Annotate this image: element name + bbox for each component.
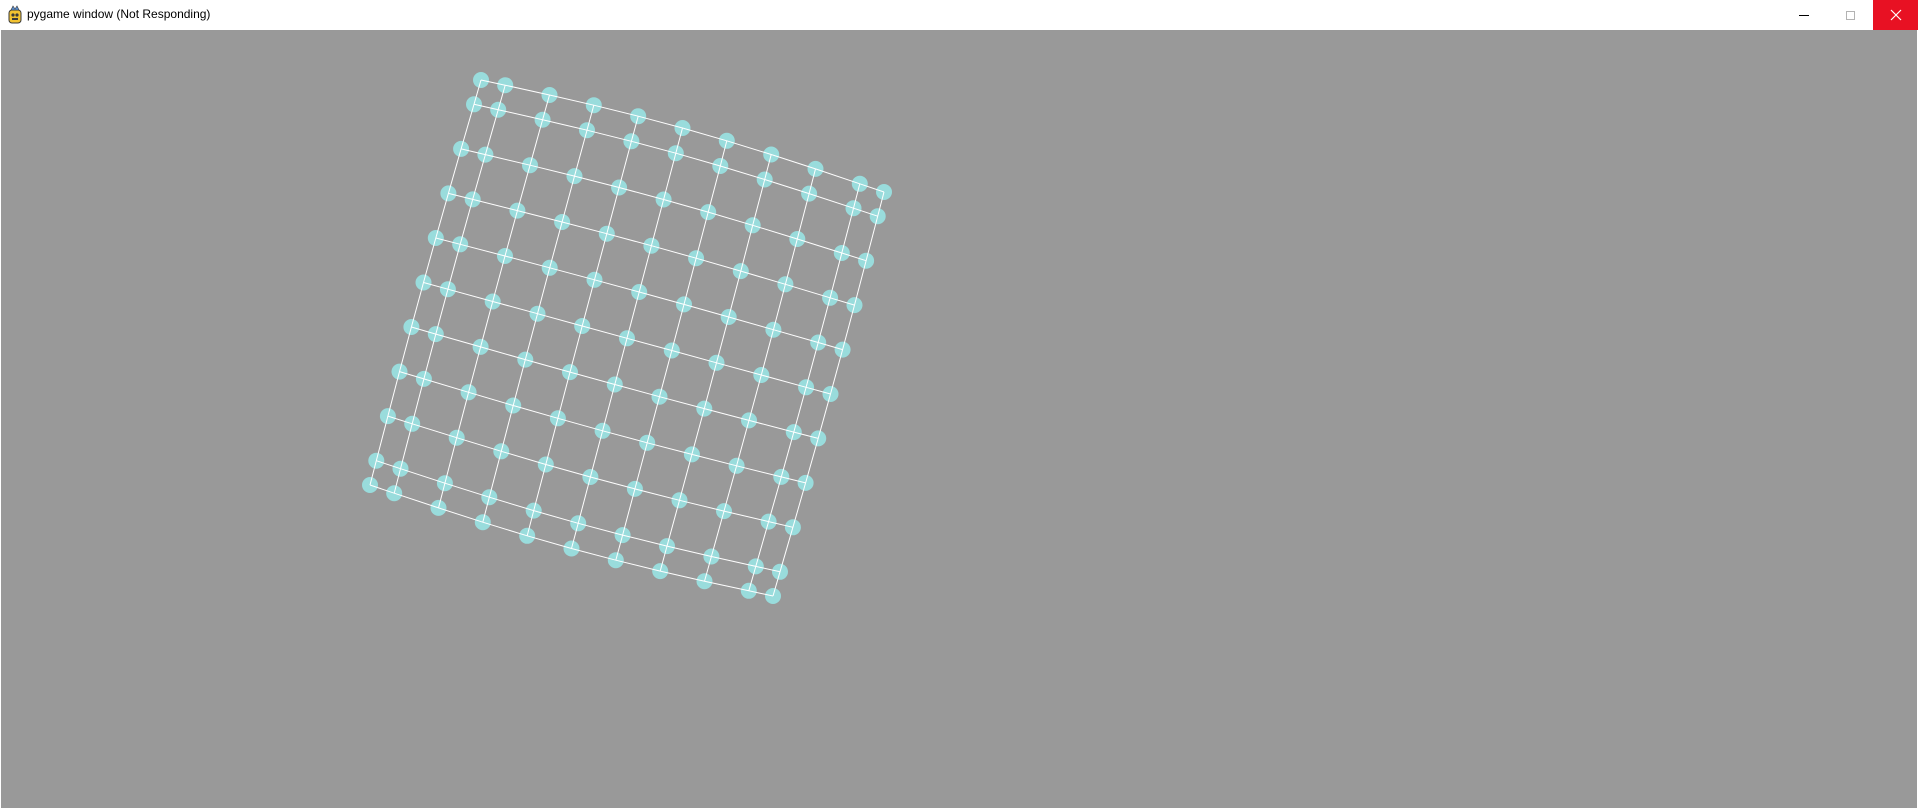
- maximize-button[interactable]: [1827, 0, 1873, 30]
- mesh-column-line: [772, 191, 885, 597]
- mesh-column-line: [393, 85, 506, 494]
- mesh-column-line: [526, 116, 639, 536]
- game-canvas[interactable]: [1, 30, 1917, 808]
- mesh-column-line: [482, 105, 595, 523]
- window-title: pygame window (Not Responding): [27, 7, 211, 21]
- close-icon: [1890, 9, 1901, 21]
- mesh-column-line: [438, 94, 550, 509]
- minimize-button[interactable]: [1781, 0, 1827, 30]
- maximize-icon: [1845, 10, 1855, 20]
- mesh-column-line: [571, 127, 683, 549]
- title-bar[interactable]: pygame window (Not Responding): [0, 0, 1918, 30]
- mesh-edges: [369, 79, 885, 597]
- mesh-column-line: [748, 183, 861, 591]
- close-button[interactable]: [1873, 0, 1918, 30]
- mesh-column-line: [659, 154, 772, 572]
- mesh-column-line: [704, 168, 816, 582]
- minimize-icon: [1799, 14, 1809, 16]
- mesh-column-line: [369, 79, 482, 486]
- mesh-drawing: [362, 72, 892, 604]
- mesh-column-line: [615, 140, 728, 561]
- pygame-snake-icon: [5, 5, 25, 25]
